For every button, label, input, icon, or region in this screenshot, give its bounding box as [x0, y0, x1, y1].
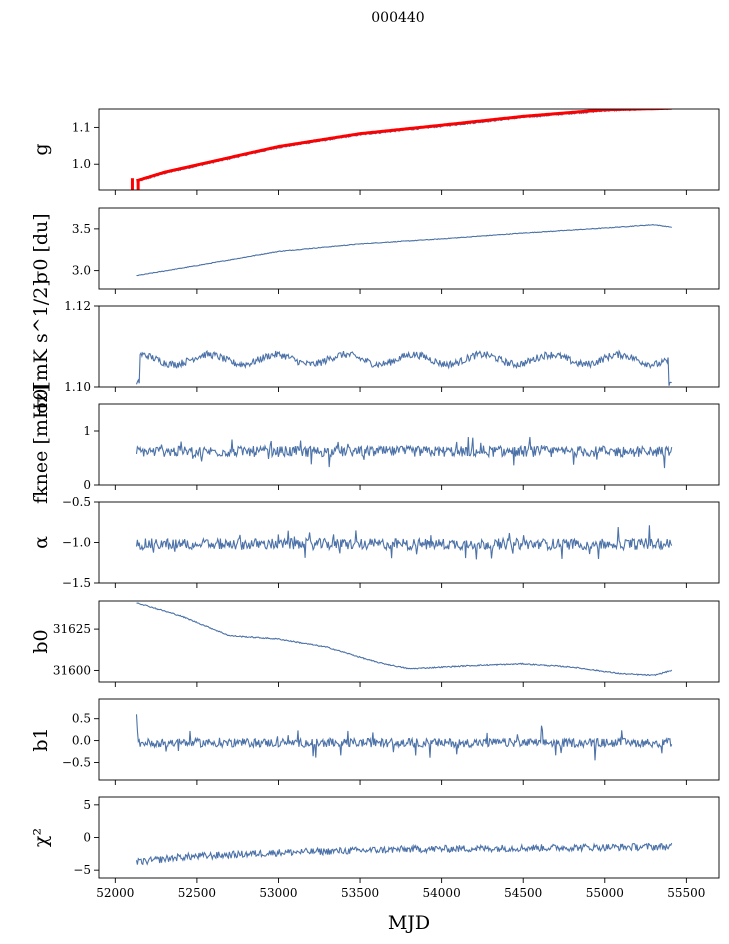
y-tick-label: 3.5	[72, 222, 91, 236]
panels-group: 1.0 1.1 g 3.0 3.5 σ0 [du] 1.10 1.12 σ0[mK s^1/2]…	[30, 108, 720, 900]
y-tick-label: 0.0	[72, 734, 91, 748]
y-tick-label: 0	[83, 831, 91, 845]
series-line	[135, 525, 673, 560]
panel-3: 1.10 1.12 σ0[mK s^1/2]	[30, 279, 720, 414]
x-tick-label: 54000	[423, 886, 461, 900]
y-tick-label: −1.5	[62, 576, 91, 590]
series-line	[135, 842, 673, 866]
axes-frame	[98, 305, 720, 388]
y-tick-label: 1.0	[72, 157, 91, 171]
x-tick-label: 54500	[504, 886, 542, 900]
series-line	[136, 224, 672, 277]
y-axis-label: b1	[30, 727, 52, 751]
y-axis-label: fknee [mHz]	[30, 385, 52, 504]
panel-7: −0.5 0.0 0.5 b1	[30, 698, 720, 785]
y-tick-label: 31600	[53, 663, 91, 677]
series-line	[136, 602, 673, 677]
series-line	[135, 436, 673, 469]
y-tick-label: 5	[83, 798, 91, 812]
y-axis-label: α	[30, 536, 52, 549]
y-tick-label: −5	[73, 863, 91, 877]
y-tick-label: 1.10	[64, 380, 91, 394]
y-axis-label: b0	[30, 629, 52, 653]
axes-frame	[98, 501, 720, 584]
y-tick-label: −0.5	[62, 495, 91, 509]
y-tick-label: 3.0	[72, 264, 91, 278]
panel-1: 1.0 1.1 g	[30, 108, 720, 195]
x-tick-label: 52500	[178, 886, 216, 900]
axes-frame	[98, 207, 720, 290]
x-axis-label: MJD	[388, 912, 430, 934]
y-axis-label: g	[30, 143, 52, 155]
x-tick-label: 55000	[586, 886, 624, 900]
y-tick-label: 1	[83, 424, 91, 438]
x-tick-label: 53000	[259, 886, 297, 900]
panel-4: 0 1 fknee [mHz]	[30, 385, 720, 504]
y-tick-label: 1.12	[64, 299, 91, 313]
y-tick-label: −0.5	[62, 755, 91, 769]
panel-2: 3.0 3.5 σ0 [du]	[30, 207, 720, 294]
fit-line	[136, 109, 672, 183]
y-tick-label: 1.1	[72, 120, 91, 134]
series-line	[136, 109, 670, 183]
x-tick-label: 52000	[96, 886, 134, 900]
series-line	[135, 349, 672, 386]
y-tick-label: −1.0	[62, 536, 91, 550]
axes-frame	[98, 403, 720, 486]
panel-5: −1.5 −1.0 −0.5 α	[30, 495, 720, 590]
y-axis-label: σ0 [du]	[30, 213, 52, 283]
x-tick-label: 55500	[667, 886, 705, 900]
series-line	[135, 714, 673, 761]
x-tick-label: 53500	[341, 886, 379, 900]
panel-8: −5 0 5 52000 52500 53000 53500 54000 54500 55000 5…	[30, 796, 720, 900]
y-axis-label: χ²	[30, 828, 52, 847]
axes-frame	[98, 600, 720, 683]
axes-frame	[98, 698, 720, 781]
figure-title: 000440	[371, 10, 424, 26]
y-tick-label: 0.5	[72, 712, 91, 726]
y-axis-label: σ0[mK s^1/2]	[30, 279, 52, 413]
y-tick-label: 0	[83, 478, 91, 492]
axes-frame	[98, 796, 720, 879]
y-tick-label: 31625	[53, 622, 91, 636]
axes-frame	[98, 108, 720, 191]
